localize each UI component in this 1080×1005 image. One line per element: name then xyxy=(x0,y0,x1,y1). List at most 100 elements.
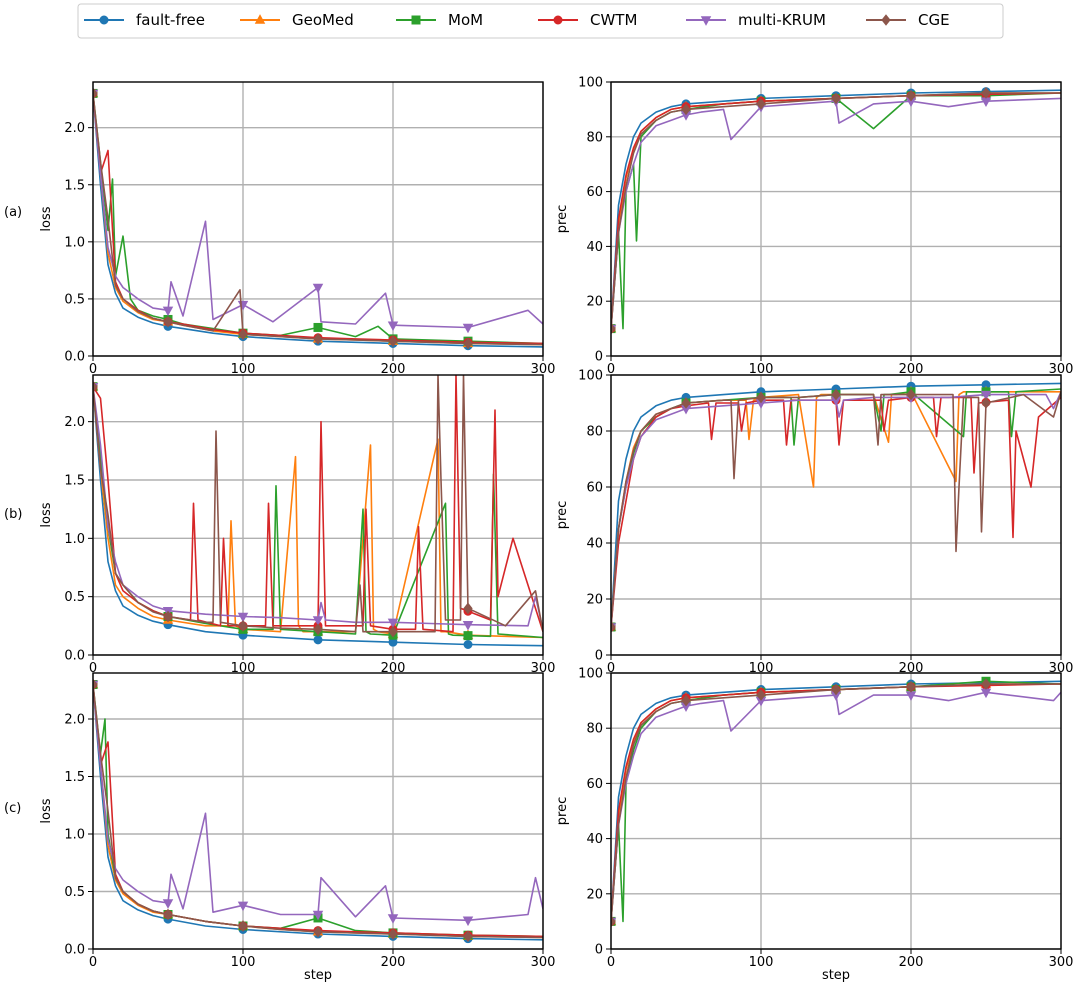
legend-marker-multi-KRUM xyxy=(700,16,712,26)
series-line-CGE xyxy=(611,391,1061,628)
series-marker-CGE xyxy=(313,623,323,636)
y-tick-label: 0.5 xyxy=(64,292,85,307)
x-axis-label: step xyxy=(822,968,850,983)
y-tick-label: 80 xyxy=(586,722,603,737)
y-tick-label: 60 xyxy=(586,481,603,496)
x-tick-label: 200 xyxy=(381,362,406,377)
series-layer xyxy=(93,375,543,649)
axes-frame xyxy=(610,81,1062,357)
panel-b-loss: 0 100 200 300 0.0 0.5 1.0 1.5 2.0 loss xyxy=(39,374,556,676)
y-tick-label: 0 xyxy=(595,649,603,664)
series-marker-CGE xyxy=(831,683,841,696)
y-tick-label: 100 xyxy=(578,667,603,682)
series-line-MoM xyxy=(611,92,1061,330)
series-marker-CGE xyxy=(463,930,473,943)
series-line-GeoMed xyxy=(611,391,1061,628)
series-layer xyxy=(93,87,543,351)
x-tick-label: 200 xyxy=(899,955,924,970)
series-line-CWTM xyxy=(93,375,543,633)
series-line-GeoMed xyxy=(93,684,543,939)
series-line-fault-free xyxy=(611,680,1061,922)
y-tick-label: 2.0 xyxy=(64,415,85,430)
series-marker-CGE xyxy=(981,397,991,409)
series-marker-MoM xyxy=(463,631,473,641)
series-marker-CGE xyxy=(163,908,173,921)
series-marker-CGE xyxy=(756,98,766,110)
legend-label-multi-KRUM: multi-KRUM xyxy=(738,11,826,29)
series-marker-CGE xyxy=(388,928,398,940)
y-tick-label: 2.0 xyxy=(64,121,85,136)
y-tick-label: 40 xyxy=(586,832,603,847)
y-tick-label: 2.0 xyxy=(64,713,85,728)
series-marker-multi-KRUM xyxy=(462,916,474,927)
y-tick-label: 80 xyxy=(586,425,603,440)
series-marker-multi-KRUM xyxy=(387,914,399,924)
series-marker-CGE xyxy=(238,920,248,932)
axes-frame xyxy=(92,81,544,357)
series-marker-CGE xyxy=(313,925,323,938)
series-line-GeoMed xyxy=(611,92,1061,329)
panel-a-prec: 0 100 200 300 0 20 40 60 80 100 prec xyxy=(555,76,1073,378)
series-marker-multi-KRUM xyxy=(312,283,324,294)
y-tick-label: 1.5 xyxy=(64,770,85,785)
x-tick-label: 300 xyxy=(531,661,556,676)
series-marker-CGE xyxy=(906,388,916,401)
y-tick-label: 0.0 xyxy=(64,350,85,365)
y-tick-label: 1.0 xyxy=(64,532,85,547)
series-marker-CGE xyxy=(463,602,473,615)
x-tick-label: 300 xyxy=(1049,955,1074,970)
legend-marker-fault-free xyxy=(99,15,109,25)
y-tick-label: 1.0 xyxy=(64,828,85,843)
y-tick-label: 40 xyxy=(586,240,603,255)
y-tick-label: 20 xyxy=(586,887,603,902)
x-tick-label: 200 xyxy=(381,661,406,676)
series-marker-CGE xyxy=(756,689,766,701)
x-tick-label: 0 xyxy=(607,661,615,676)
series-line-GeoMed xyxy=(611,683,1061,922)
series-marker-multi-KRUM xyxy=(980,390,992,401)
x-tick-label: 100 xyxy=(231,661,256,676)
x-tick-label: 0 xyxy=(607,955,615,970)
y-tick-label: 1.0 xyxy=(64,235,85,250)
x-axis-label: step xyxy=(304,968,332,983)
series-line-GeoMed xyxy=(93,386,543,639)
series-marker-CGE xyxy=(611,621,616,633)
series-line-multi-KRUM xyxy=(93,386,543,630)
legend-marker-GeoMed xyxy=(254,14,266,24)
legend: fault-free GeoMed MoM CWTM multi-KRUM CGE xyxy=(77,3,1004,39)
series-marker-CGE xyxy=(906,680,916,693)
legend-label-CGE: CGE xyxy=(918,11,950,29)
y-tick-label: 20 xyxy=(586,593,603,608)
series-marker-CGE xyxy=(93,380,98,393)
series-marker-CGE xyxy=(981,678,991,690)
series-line-CGE xyxy=(611,683,1061,922)
panel-c-prec: 0 100 200 300 0 20 40 60 80 100 prec step xyxy=(555,667,1073,984)
series-line-MoM xyxy=(93,93,543,345)
series-line-fault-free xyxy=(93,386,543,647)
series-marker-CGE xyxy=(981,87,991,99)
x-tick-label: 300 xyxy=(1049,362,1074,377)
series-line-multi-KRUM xyxy=(611,97,1061,329)
row-label: (b) xyxy=(4,507,22,522)
series-layer xyxy=(611,380,1061,633)
x-tick-label: 200 xyxy=(381,955,406,970)
series-marker-multi-KRUM xyxy=(387,618,399,629)
legend-marker-CWTM xyxy=(553,15,563,25)
series-line-fault-free xyxy=(93,684,543,941)
series-marker-CGE xyxy=(313,333,323,345)
series-marker-multi-KRUM xyxy=(237,901,249,912)
legend-label-GeoMed: GeoMed xyxy=(292,11,354,29)
series-marker-CGE xyxy=(238,328,248,341)
x-tick-label: 100 xyxy=(749,661,774,676)
series-line-GeoMed xyxy=(93,93,543,346)
panel-b-prec: 0 100 200 300 0 20 40 60 80 100 prec xyxy=(555,369,1073,677)
series-marker-fault-free xyxy=(463,640,473,649)
x-tick-label: 100 xyxy=(231,362,256,377)
y-tick-label: 60 xyxy=(586,777,603,792)
series-marker-CGE xyxy=(906,89,916,102)
series-marker-CGE xyxy=(238,620,248,632)
y-tick-label: 80 xyxy=(586,130,603,145)
series-line-fault-free xyxy=(93,93,543,348)
x-tick-label: 0 xyxy=(89,661,97,676)
